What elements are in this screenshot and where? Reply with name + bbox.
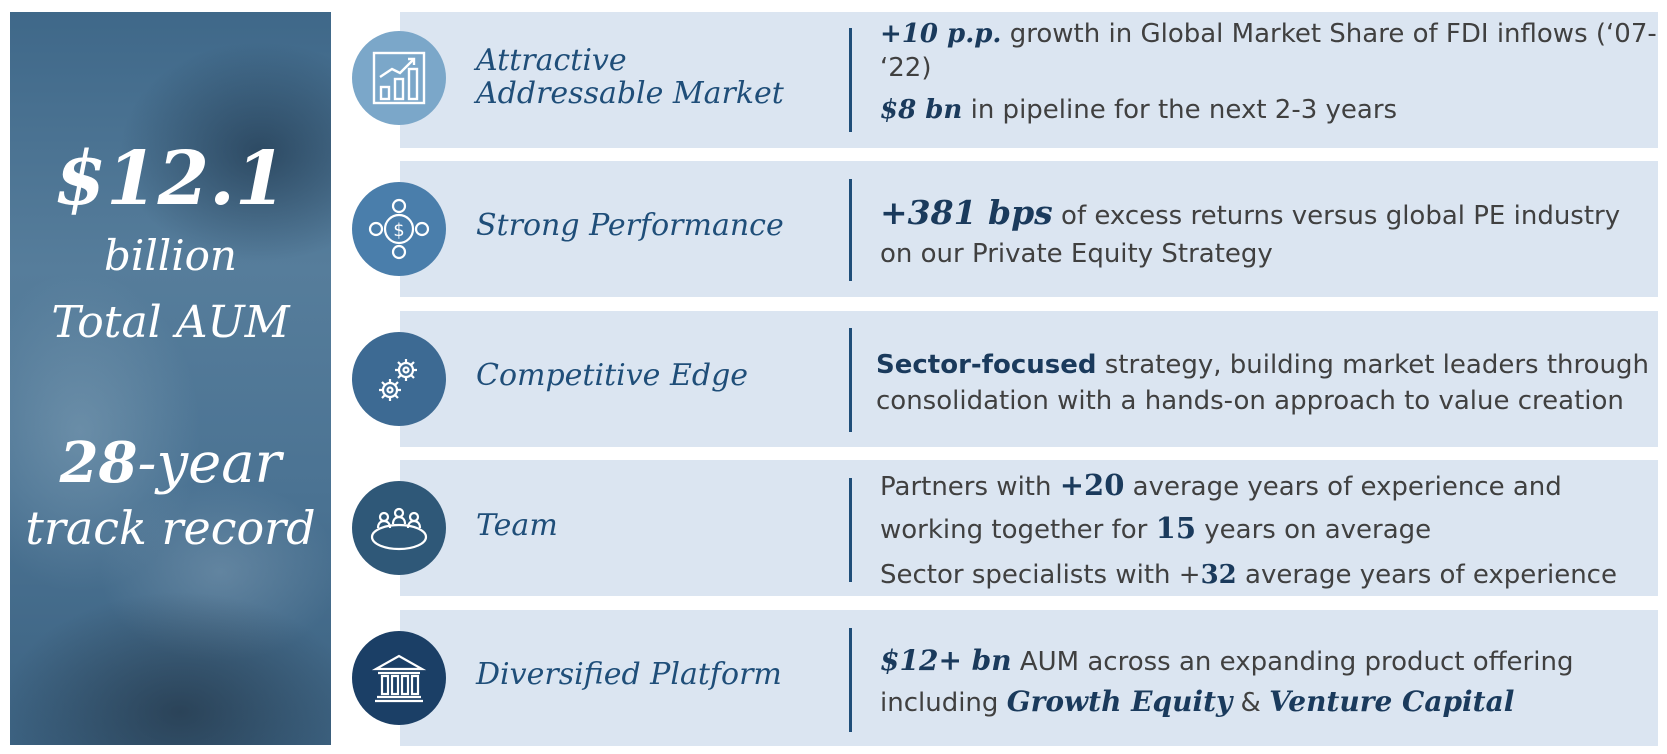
market-description: +10 p.p. growth in Global Market Share o… [880, 17, 1660, 127]
aum-summary-panel: $12.1 billion Total AUM 28-year track re… [10, 12, 331, 745]
team-highlight-specialists: 32 [1200, 560, 1237, 590]
performance-title: Strong Performance [476, 208, 784, 243]
market-icon-circle [352, 31, 446, 125]
team-line-1: Partners with +20 average years of exper… [880, 468, 1562, 545]
row-divider [849, 628, 852, 732]
platform-description: $12+ bn AUM across an expanding product … [880, 644, 1574, 718]
competitive-title: Competitive Edge [476, 358, 749, 393]
track-years-suffix: -year [137, 431, 282, 496]
team-table-icon [370, 507, 428, 551]
market-title: Attractive Addressable Market [476, 43, 784, 111]
row-platform [400, 610, 1658, 746]
institution-building-icon [371, 654, 427, 703]
aum-amount: $12.1 [54, 136, 287, 222]
row-divider [849, 478, 852, 582]
market-text-2: in pipeline for the next 2-3 years [962, 95, 1398, 125]
competitive-highlight: Sector-focused [876, 350, 1097, 380]
row-divider [849, 179, 852, 281]
row-divider [849, 28, 852, 132]
market-text-1: growth in Global Market Share of FDI inf… [880, 19, 1657, 83]
competitive-description: Sector-focused strategy, building market… [876, 347, 1656, 419]
row-team [400, 460, 1658, 596]
row-market [400, 12, 1658, 148]
row-divider [849, 328, 852, 432]
platform-title: Diversified Platform [476, 657, 782, 692]
team-description: Partners with +20 average years of exper… [880, 465, 1660, 596]
team-line-2: Sector specialists with +32 average year… [880, 560, 1617, 590]
platform-icon-circle [352, 631, 446, 725]
performance-description: +381 bps of excess returns versus global… [880, 194, 1660, 273]
performance-text: of excess returns versus global PE indus… [880, 201, 1621, 269]
performance-highlight: +381 bps [880, 193, 1053, 232]
market-line-2: $8 bn in pipeline for the next 2-3 years [880, 93, 1660, 127]
market-line-1: +10 p.p. growth in Global Market Share o… [880, 17, 1660, 85]
track-record-years: 28-year [10, 430, 331, 497]
track-record-label: track record [25, 501, 316, 555]
team-highlight-years-together: 15 [1155, 511, 1196, 545]
aum-unit: billion [104, 231, 237, 280]
gears-icon [379, 359, 417, 401]
row-competitive-edge [400, 311, 1658, 447]
market-highlight-1: +10 p.p. [880, 19, 1002, 49]
team-title: Team [476, 508, 558, 543]
platform-highlight-growth-equity: Growth Equity [1006, 685, 1233, 718]
aum-label: Total AUM [51, 297, 290, 348]
competitive-text: strategy, building market leaders throug… [876, 350, 1649, 416]
dollar-network-icon: $ [368, 198, 430, 260]
bar-chart-growth-icon [372, 51, 426, 105]
team-icon-circle [352, 481, 446, 575]
platform-highlight-venture-capital: Venture Capital [1269, 685, 1515, 718]
performance-icon-circle: $ [352, 182, 446, 276]
competitive-icon-circle [352, 332, 446, 426]
market-highlight-2: $8 bn [880, 95, 963, 125]
platform-highlight-aum: $12+ bn [880, 644, 1012, 677]
svg-text:$: $ [393, 220, 404, 241]
team-highlight-partners: +20 [1059, 468, 1125, 502]
track-years-number: 28 [59, 430, 138, 496]
row-performance [400, 161, 1658, 297]
